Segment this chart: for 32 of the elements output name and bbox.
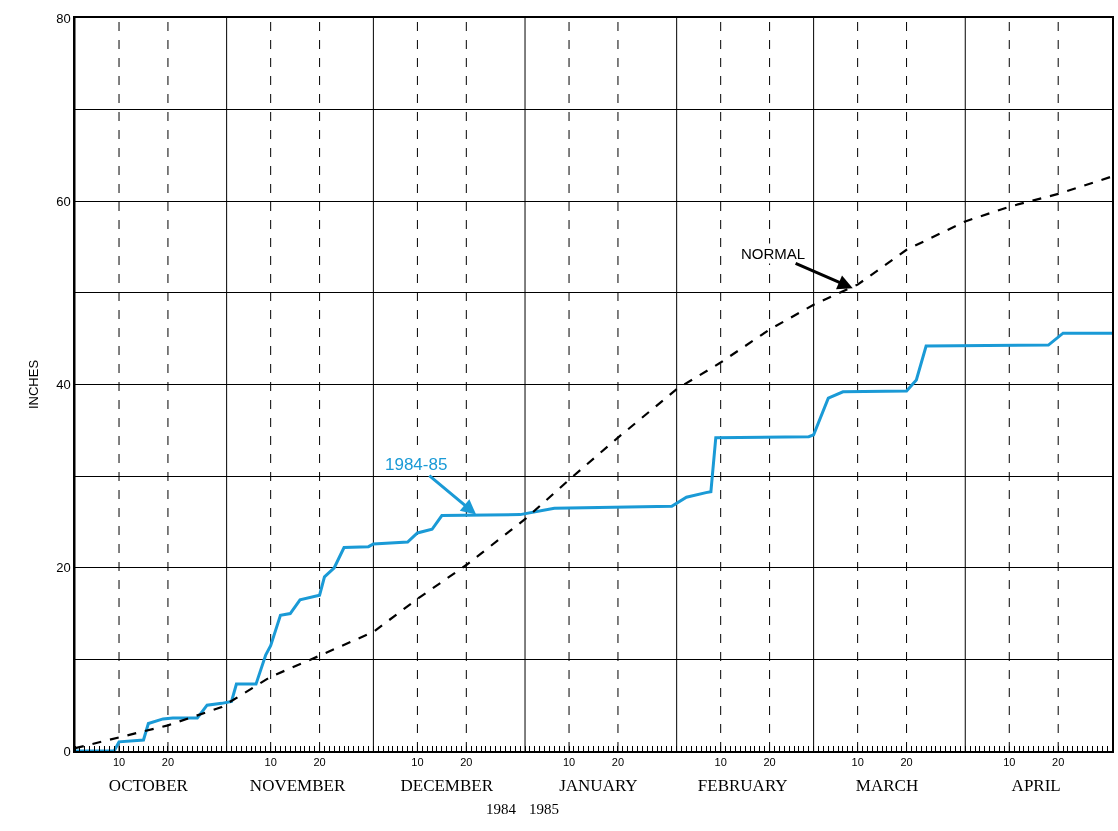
y-tick-label: 0 bbox=[63, 743, 71, 759]
y-tick-label: 20 bbox=[56, 560, 71, 576]
annotation: NORMAL bbox=[741, 245, 806, 262]
x2-tick-label: DECEMBER bbox=[400, 776, 494, 795]
x2-tick-label: NOVEMBER bbox=[249, 776, 346, 795]
line-series bbox=[75, 331, 1112, 751]
y-tick-label: 40 bbox=[56, 377, 71, 393]
x-tick-label: 20 bbox=[611, 755, 625, 768]
x-tick-label: 10 bbox=[851, 755, 864, 768]
x-tick-label: 10 bbox=[112, 755, 126, 768]
annotation: 1984-85 bbox=[385, 455, 448, 474]
x-tick-label: 20 bbox=[900, 755, 913, 768]
x-tick-label: 20 bbox=[763, 755, 776, 768]
x-tick-label: 10 bbox=[411, 755, 424, 768]
x-tick-label: 10 bbox=[714, 755, 727, 768]
x-tick-label: 20 bbox=[313, 755, 326, 768]
x2-tick-label: APRIL bbox=[1011, 776, 1061, 795]
x2-tick-label: FEBRUARY bbox=[697, 776, 788, 795]
x-tick-label: 20 bbox=[161, 755, 175, 768]
x-tick-label: 20 bbox=[1052, 755, 1065, 768]
x2-tick-label: JANUARY bbox=[559, 776, 638, 795]
y-tick-label: 60 bbox=[56, 193, 71, 209]
x-tick-label: 10 bbox=[264, 755, 277, 768]
y-tick-label: 80 bbox=[56, 10, 71, 26]
x-tick-label: 20 bbox=[460, 755, 473, 768]
x-tick-label: 10 bbox=[562, 755, 576, 768]
x2-tick-label: MARCH bbox=[855, 776, 919, 795]
y-axis-title: INCHES bbox=[25, 359, 41, 410]
text: 1985 bbox=[529, 801, 559, 817]
x-tick-label: 10 bbox=[1003, 755, 1016, 768]
text: 1984 bbox=[486, 801, 517, 817]
x2-tick-label: OCTOBER bbox=[108, 776, 189, 795]
